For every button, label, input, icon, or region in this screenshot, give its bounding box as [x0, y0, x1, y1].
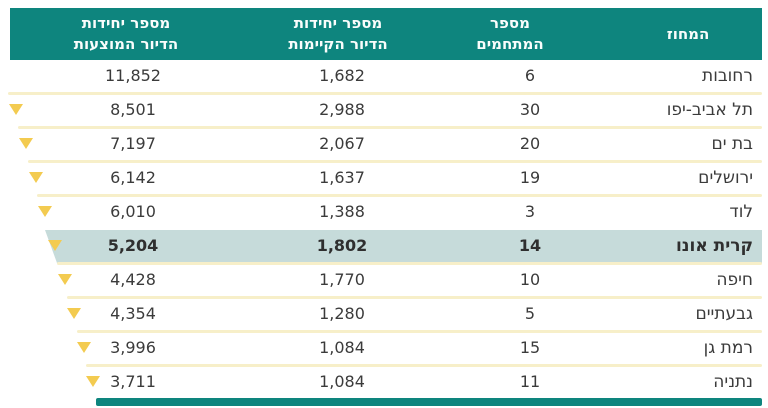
proposed-units-value: 7,197 [110, 134, 156, 153]
header-existing-units: מספר יחידות הדיור הקיימות [250, 8, 426, 60]
existing-units-value: 1,084 [319, 372, 365, 391]
table-row: רחובות 6 1,682 11,852 [0, 59, 768, 95]
row-separator [86, 364, 762, 367]
existing-units-value: 1,280 [319, 304, 365, 323]
existing-units-value: 1,682 [319, 66, 365, 85]
existing-units-value: 2,988 [319, 100, 365, 119]
district-name: קרית אונו [675, 236, 753, 256]
row-separator [28, 160, 762, 163]
district-name: רמת גן [703, 338, 753, 358]
header-proposed-units: מספר יחידות הדיור המוצעות [38, 8, 214, 60]
complexes-value: 10 [519, 270, 541, 289]
header-district: המחוז [618, 8, 758, 60]
row-separator [37, 194, 762, 197]
district-name: גבעתיים [695, 304, 753, 324]
proposed-units-value: 6,010 [110, 202, 156, 221]
bottom-accent-bar [96, 398, 762, 406]
district-name: חיפה [716, 270, 753, 290]
table-row: נתניה 11 1,084 3,711 [0, 365, 768, 399]
proposed-units-value: 3,711 [110, 372, 156, 391]
header-district-label: המחוז [666, 25, 710, 43]
decrease-triangle-icon [29, 172, 43, 183]
proposed-units-value: 6,142 [110, 168, 156, 187]
table-row: בת ים 20 2,067 7,197 [0, 127, 768, 163]
decrease-triangle-icon [86, 376, 100, 387]
table-row: תל אביב-יפו 30 2,988 8,501 [0, 93, 768, 129]
proposed-units-value: 4,354 [110, 304, 156, 323]
highlight-band [45, 230, 762, 263]
complexes-value: 11 [519, 372, 541, 391]
complexes-value: 6 [524, 66, 536, 85]
row-separator [57, 262, 762, 265]
district-name: נתניה [713, 372, 753, 392]
table-row: גבעתיים 5 1,280 4,354 [0, 297, 768, 333]
decrease-triangle-icon [38, 206, 52, 217]
row-separator [18, 126, 762, 129]
decrease-triangle-icon [48, 240, 62, 251]
header-complexes: מספר המתחמים [450, 8, 570, 60]
row-separator [8, 92, 762, 95]
header-complexes-line2: המתחמים [476, 35, 544, 53]
district-name: רחובות [702, 66, 753, 86]
decrease-triangle-icon [58, 274, 72, 285]
decrease-triangle-icon [77, 342, 91, 353]
header-proposed-line2: הדיור המוצעות [73, 35, 179, 53]
header-existing-line2: הדיור הקיימות [288, 35, 388, 53]
district-name: תל אביב-יפו [666, 100, 753, 120]
complexes-value: 20 [519, 134, 541, 153]
proposed-units-value: 8,501 [110, 100, 156, 119]
decrease-triangle-icon [9, 104, 23, 115]
complexes-value: 3 [524, 202, 536, 221]
existing-units-value: 1,388 [319, 202, 365, 221]
table-row-highlighted: קרית אונו 14 1,802 5,204 [0, 229, 768, 265]
header-existing-line1: מספר יחידות [293, 14, 383, 32]
existing-units-value: 1,770 [319, 270, 365, 289]
proposed-units-value: 4,428 [110, 270, 156, 289]
table-row: לוד 3 1,388 6,010 [0, 195, 768, 229]
existing-units-value: 1,637 [319, 168, 365, 187]
proposed-units-value: 3,996 [110, 338, 156, 357]
proposed-units-value: 11,852 [105, 66, 161, 85]
header-complexes-line1: מספר [490, 14, 530, 32]
table-row: חיפה 10 1,770 4,428 [0, 263, 768, 299]
table-row: ירושלים 19 1,637 6,142 [0, 161, 768, 197]
table-header-bar [10, 8, 762, 60]
table-row: רמת גן 15 1,084 3,996 [0, 331, 768, 367]
existing-units-value: 1,802 [316, 236, 368, 255]
header-proposed-line1: מספר יחידות [81, 14, 171, 32]
complexes-value: 5 [524, 304, 536, 323]
row-separator [77, 330, 762, 333]
complexes-value: 30 [519, 100, 541, 119]
existing-units-value: 1,084 [319, 338, 365, 357]
district-name: בת ים [711, 134, 754, 154]
existing-units-value: 2,067 [319, 134, 365, 153]
decrease-triangle-icon [67, 308, 81, 319]
decrease-triangle-icon [19, 138, 33, 149]
complexes-value: 15 [519, 338, 541, 357]
district-name: ירושלים [698, 168, 753, 188]
complexes-value: 14 [518, 236, 542, 255]
proposed-units-value: 5,204 [107, 236, 159, 255]
row-separator [67, 296, 762, 299]
district-name: לוד [729, 202, 753, 222]
complexes-value: 19 [519, 168, 541, 187]
